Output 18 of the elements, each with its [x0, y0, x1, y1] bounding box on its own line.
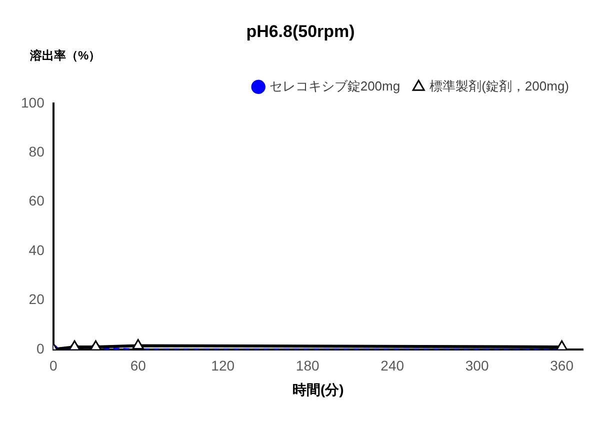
x-axis-title: 時間(分) — [292, 381, 344, 398]
y-tick-label: 40 — [28, 242, 45, 258]
y-axis-title: 溶出率（%） — [29, 48, 101, 62]
y-tick-label: 100 — [21, 94, 45, 110]
x-tick-label: 180 — [296, 358, 320, 374]
x-tick-label: 240 — [380, 358, 404, 374]
y-tick-label: 80 — [28, 143, 45, 160]
y-tick-label: 0 — [36, 340, 45, 356]
y-tick-label: 20 — [28, 291, 45, 308]
x-tick-label: 120 — [211, 358, 235, 374]
chart-title: pH6.8(50rpm) — [246, 22, 355, 41]
legend-label: セレコキシブ錠200mg — [269, 78, 400, 94]
x-tick-label: 360 — [550, 358, 574, 374]
x-tick-label: 300 — [465, 358, 489, 374]
legend-label: 標準製剤(錠剤，200mg) — [430, 78, 570, 94]
x-tick-label: 0 — [49, 358, 58, 374]
x-tick-label: 60 — [130, 358, 146, 374]
y-tick-label: 60 — [28, 192, 45, 209]
